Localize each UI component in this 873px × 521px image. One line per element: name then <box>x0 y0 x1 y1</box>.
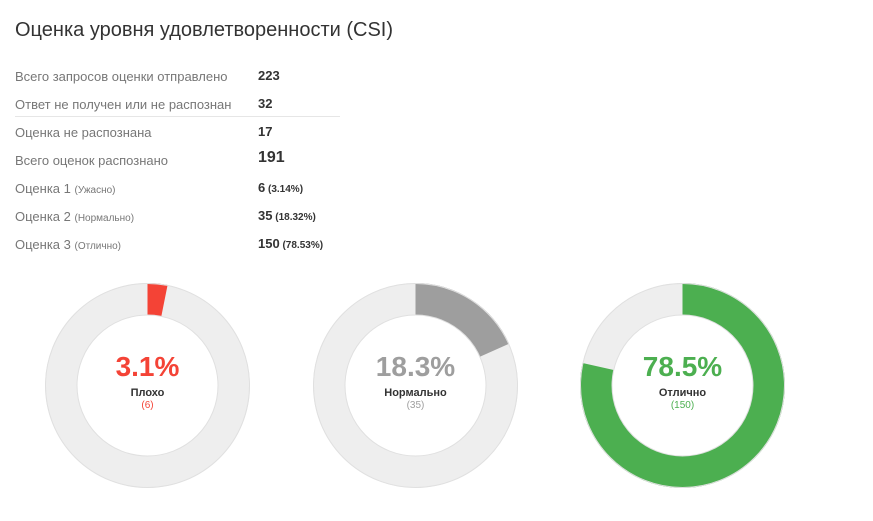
stat-value: 191 <box>258 149 285 166</box>
donut-arc <box>147 283 168 317</box>
donut-inner-border <box>76 314 219 457</box>
donut-center: 78.5% Отлично (150) <box>580 283 785 488</box>
stat-row-score-1: Оценка 1 (Ужасно) 6 (3.14%) <box>15 174 340 202</box>
donut-outer-border <box>313 283 518 488</box>
donut-percent: 18.3% <box>375 351 456 382</box>
stat-row-sent: Всего запросов оценки отправлено 223 <box>15 62 340 90</box>
stat-label: Оценка 1 (Ужасно) <box>15 181 116 196</box>
stat-value: 6 (3.14%) <box>258 180 304 195</box>
stat-label: Оценка 3 (Отлично) <box>15 237 121 252</box>
donut-normal: 18.3% Нормально (35) <box>313 283 518 488</box>
donut-label: Нормально <box>384 387 447 399</box>
donut-outer-border <box>580 283 785 488</box>
stat-label: Оценка не распознана <box>15 125 152 140</box>
stat-row-score-3: Оценка 3 (Отлично) 150 (78.53%) <box>15 230 340 258</box>
donut-chart <box>45 283 250 488</box>
page-title: Оценка уровня удовлетворенности (CSI) <box>15 19 394 41</box>
donut-label: Отлично <box>658 387 707 399</box>
donut-count: (35) <box>406 400 425 411</box>
donut-center: 18.3% Нормально (35) <box>313 283 518 488</box>
donut-percent: 3.1% <box>115 351 180 382</box>
donut-arc <box>414 283 510 358</box>
stat-label: Всего запросов оценки отправлено <box>15 69 228 84</box>
donut-chart <box>580 283 785 488</box>
donut-count: (150) <box>670 400 695 411</box>
stat-value: 150 (78.53%) <box>258 236 324 251</box>
stat-row-unrecognized: Оценка не распознана 17 <box>15 118 340 146</box>
donut-chart <box>313 283 518 488</box>
stat-value: 17 <box>258 124 273 139</box>
donut-label: Плохо <box>130 387 165 399</box>
donut-count: (6) <box>141 400 154 411</box>
stat-row-recognized-total: Всего оценок распознано 191 <box>15 146 340 174</box>
stat-value: 223 <box>258 68 280 83</box>
stat-label: Всего оценок распознано <box>15 153 169 168</box>
donut-inner-border <box>611 314 754 457</box>
donut-inner-border <box>344 314 487 457</box>
stat-value: 35 (18.32%) <box>258 208 316 223</box>
donut-center: 3.1% Плохо (6) <box>45 283 250 488</box>
donut-bad: 3.1% Плохо (6) <box>45 283 250 488</box>
donut-excellent: 78.5% Отлично (150) <box>580 283 785 488</box>
stat-value: 32 <box>258 96 273 111</box>
stats-list: Всего запросов оценки отправлено 223 Отв… <box>15 62 340 258</box>
donut-outer-border <box>45 283 250 488</box>
stat-label: Оценка 2 (Нормально) <box>15 209 135 224</box>
donut-percent: 78.5% <box>642 351 723 382</box>
stats-divider <box>15 116 340 117</box>
stat-row-score-2: Оценка 2 (Нормально) 35 (18.32%) <box>15 202 340 230</box>
donut-arc <box>580 283 785 488</box>
stat-row-no-response: Ответ не получен или не распознан 32 <box>15 90 340 118</box>
stat-label: Ответ не получен или не распознан <box>15 97 232 112</box>
